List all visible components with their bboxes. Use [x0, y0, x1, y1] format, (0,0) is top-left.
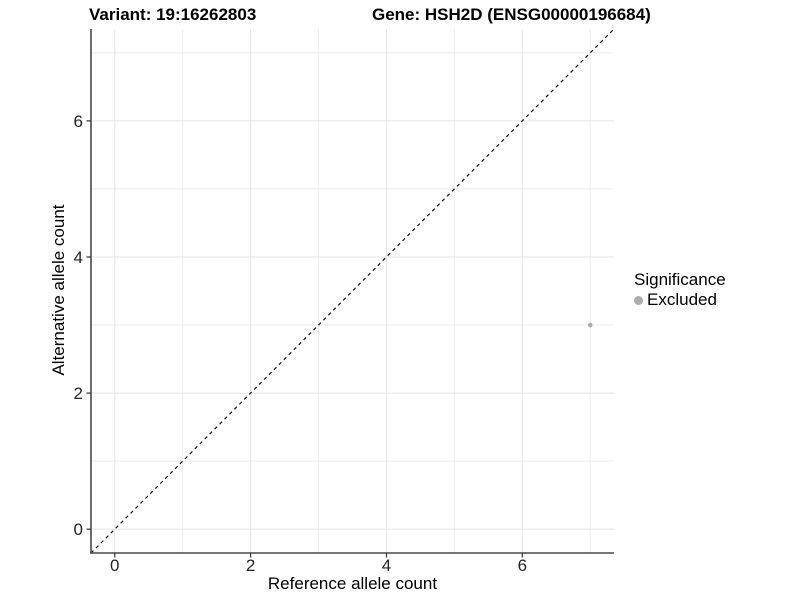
y-tick-label: 0	[74, 520, 83, 539]
x-axis-title: Reference allele count	[267, 574, 438, 593]
legend-point-icon	[634, 295, 643, 305]
y-tick-label: 2	[74, 384, 83, 403]
data-point	[587, 322, 593, 328]
legend-title: Significance	[634, 270, 726, 289]
legend-entry-excluded: Excluded	[634, 291, 726, 309]
legend-entry-label: Excluded	[647, 290, 717, 309]
y-tick-label: 4	[74, 248, 83, 267]
legend: Significance Excluded	[634, 270, 726, 309]
y-axis-title: Alternative allele count	[49, 140, 69, 440]
x-tick-label: 4	[382, 556, 391, 575]
x-tick-label: 6	[518, 556, 527, 575]
y-axis-title-text: Alternative allele count	[49, 204, 68, 376]
plot-title-variant: Variant: 19:16262803	[89, 5, 257, 24]
x-tick-label: 2	[246, 556, 255, 575]
plot-title-gene: Gene: HSH2D (ENSG00000196684)	[372, 5, 651, 24]
x-tick-label: 0	[110, 556, 119, 575]
identity-reference-line	[90, 28, 615, 554]
y-tick-label: 6	[74, 112, 83, 131]
